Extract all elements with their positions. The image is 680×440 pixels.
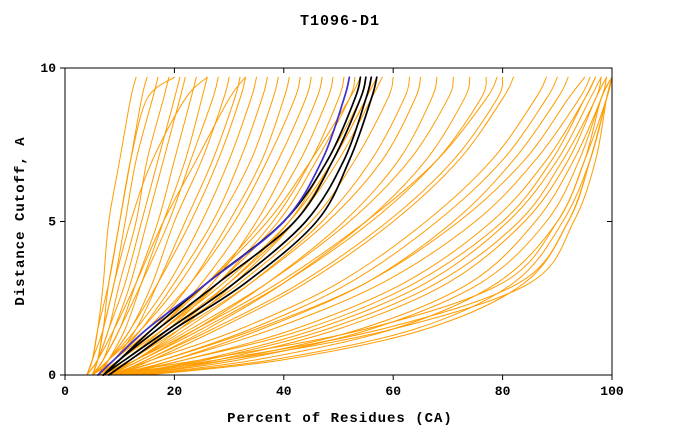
reference-curves bbox=[102, 76, 367, 376]
y-tick-label: 0 bbox=[48, 368, 56, 383]
model-curves bbox=[97, 76, 613, 376]
model-curves bbox=[86, 76, 148, 376]
model-curves bbox=[108, 76, 454, 376]
x-tick-label: 40 bbox=[276, 384, 292, 399]
model-curves bbox=[108, 76, 586, 376]
model-curves bbox=[91, 76, 159, 376]
model-curves bbox=[130, 76, 613, 376]
model-curves bbox=[108, 76, 547, 376]
x-tick-label: 100 bbox=[600, 384, 624, 399]
model-curves bbox=[102, 76, 613, 376]
highlight-curve bbox=[96, 76, 351, 376]
model-curves bbox=[108, 76, 487, 376]
y-tick-label: 10 bbox=[40, 61, 56, 76]
model-curves bbox=[102, 76, 367, 376]
model-curves bbox=[108, 76, 372, 376]
model-curves bbox=[91, 76, 246, 376]
chart-title: T1096-D1 bbox=[299, 13, 380, 30]
model-curves bbox=[91, 76, 361, 376]
model-curves bbox=[91, 76, 175, 376]
model-curves bbox=[113, 76, 597, 376]
x-axis-label: Percent of Residues (CA) bbox=[227, 411, 453, 427]
model-curves bbox=[113, 76, 591, 376]
x-tick-label: 80 bbox=[495, 384, 511, 399]
reference-curves bbox=[102, 76, 373, 376]
model-curves bbox=[113, 76, 514, 376]
x-tick-label: 0 bbox=[61, 384, 69, 399]
x-tick-label: 60 bbox=[385, 384, 401, 399]
model-curves bbox=[119, 76, 569, 376]
model-curves bbox=[135, 76, 613, 376]
model-curves bbox=[108, 76, 613, 376]
model-curves bbox=[91, 76, 279, 376]
model-curves bbox=[86, 76, 208, 376]
y-tick-label: 5 bbox=[48, 215, 56, 230]
model-curves bbox=[113, 76, 504, 376]
reference-curves bbox=[107, 76, 378, 376]
model-curves bbox=[86, 76, 246, 376]
x-tick-label: 20 bbox=[167, 384, 183, 399]
model-curves bbox=[102, 76, 498, 376]
model-curves bbox=[91, 76, 219, 376]
